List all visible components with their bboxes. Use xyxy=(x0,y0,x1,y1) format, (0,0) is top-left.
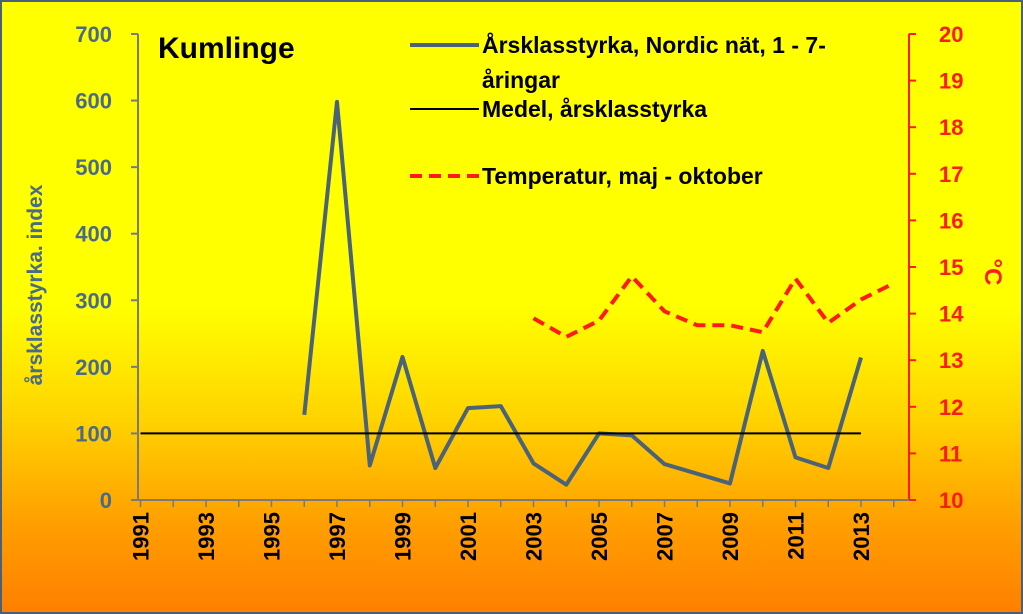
chart-title: Kumlinge xyxy=(158,32,295,65)
x-tick-label: 2011 xyxy=(784,512,809,560)
series-line-3 xyxy=(532,274,895,339)
series-line-1 xyxy=(302,99,863,487)
y-tick-label: 100 xyxy=(75,421,112,446)
y2-tick-label: 15 xyxy=(939,255,963,280)
legend-label-1-line-2: åringar xyxy=(482,67,560,93)
y2-tick-label: 10 xyxy=(939,488,963,513)
y-tick-label: 0 xyxy=(100,488,112,513)
x-tick-label: 2001 xyxy=(456,512,481,561)
y-tick-label: 300 xyxy=(75,288,112,313)
y-tick-label: 500 xyxy=(75,155,112,180)
y2-tick-label: 18 xyxy=(939,115,963,140)
y2-tick-label: 19 xyxy=(939,69,963,94)
legend-label-3: Temperatur, maj - oktober xyxy=(482,163,763,189)
y-tick-label: 600 xyxy=(75,89,112,114)
ticks: 0 100 200 300 400 500 600 700 10 11 12 13 14 15 16 17 18… xyxy=(75,22,964,561)
y2-tick-label: 16 xyxy=(939,208,963,233)
y-axis-label: årsklasstyrka. index xyxy=(24,184,47,385)
y2-tick-label: 11 xyxy=(939,441,962,466)
y2-tick-label: 13 xyxy=(939,348,963,373)
y-tick-label: 400 xyxy=(75,222,112,247)
x-tick-label: 1995 xyxy=(260,512,285,561)
x-tick-label: 2003 xyxy=(522,512,547,561)
y2-tick-label: 14 xyxy=(939,302,964,327)
x-tick-label: 1999 xyxy=(391,512,416,561)
legend-label-1-line-1: Årsklasstyrka, Nordic nät, 1 - 7- xyxy=(482,31,826,58)
x-tick-label: 2005 xyxy=(587,512,612,561)
y2-axis-label: °C xyxy=(979,259,1006,286)
x-tick-label: 1993 xyxy=(194,512,219,561)
y2-tick-label: 17 xyxy=(939,162,963,187)
x-tick-label: 2007 xyxy=(653,512,678,561)
y-tick-label: 700 xyxy=(75,22,112,47)
legend-label-2: Medel, årsklasstyrka xyxy=(482,96,707,122)
y2-tick-label: 12 xyxy=(939,395,963,420)
y2-tick-label: 20 xyxy=(939,22,963,47)
x-tick-label: 2013 xyxy=(849,512,874,561)
series-layer xyxy=(140,99,895,487)
x-tick-label: 2009 xyxy=(718,512,743,561)
legend: Årsklasstyrka, Nordic nät, 1 - 7- åringar… xyxy=(410,31,826,189)
x-tick-label: 1991 xyxy=(129,512,154,561)
y-tick-label: 200 xyxy=(75,355,112,380)
x-tick-label: 1997 xyxy=(325,512,350,561)
